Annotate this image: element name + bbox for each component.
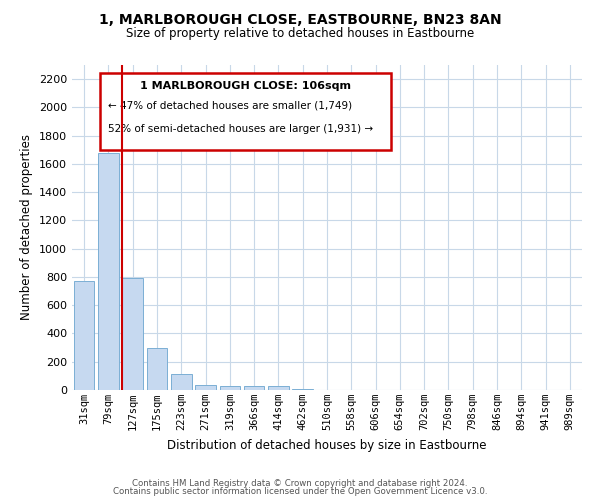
Text: 52% of semi-detached houses are larger (1,931) →: 52% of semi-detached houses are larger (…: [108, 124, 373, 134]
Bar: [220, 386, 240, 390]
Text: ← 47% of detached houses are smaller (1,749): ← 47% of detached houses are smaller (1,…: [108, 101, 352, 111]
FancyBboxPatch shape: [100, 73, 391, 150]
Bar: [74, 281, 94, 390]
Bar: [244, 386, 265, 390]
Y-axis label: Number of detached properties: Number of detached properties: [20, 134, 34, 320]
Text: Contains public sector information licensed under the Open Government Licence v3: Contains public sector information licen…: [113, 487, 487, 496]
Text: 1 MARLBOROUGH CLOSE: 106sqm: 1 MARLBOROUGH CLOSE: 106sqm: [140, 81, 351, 91]
X-axis label: Distribution of detached houses by size in Eastbourne: Distribution of detached houses by size …: [167, 438, 487, 452]
Bar: [122, 278, 143, 390]
Bar: [98, 152, 119, 390]
Bar: [171, 374, 191, 390]
Text: 1, MARLBOROUGH CLOSE, EASTBOURNE, BN23 8AN: 1, MARLBOROUGH CLOSE, EASTBOURNE, BN23 8…: [98, 12, 502, 26]
Text: Contains HM Land Registry data © Crown copyright and database right 2024.: Contains HM Land Registry data © Crown c…: [132, 478, 468, 488]
Bar: [268, 386, 289, 390]
Text: Size of property relative to detached houses in Eastbourne: Size of property relative to detached ho…: [126, 28, 474, 40]
Bar: [195, 384, 216, 390]
Bar: [146, 348, 167, 390]
